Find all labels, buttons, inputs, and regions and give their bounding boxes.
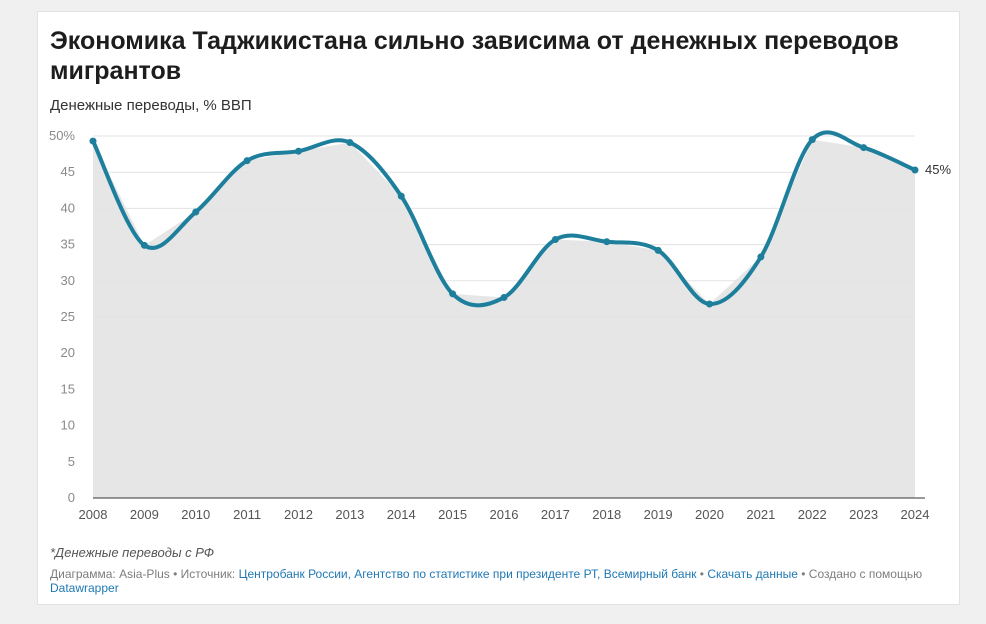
x-tick-label: 2021 — [746, 507, 775, 522]
y-tick-label: 40 — [61, 200, 75, 215]
x-tick-label: 2008 — [79, 507, 108, 522]
footer-separator: • — [699, 567, 704, 581]
source-link[interactable]: Центробанк России, Агентство по статисти… — [238, 567, 697, 581]
data-point — [397, 192, 405, 200]
data-point — [654, 246, 662, 254]
chart-footer: Диаграмма: Asia-Plus • Источник: Центроб… — [50, 567, 950, 595]
x-tick-label: 2023 — [849, 507, 878, 522]
end-value-label: 45% — [925, 162, 951, 177]
data-point — [243, 157, 251, 165]
y-tick-label: 50% — [49, 128, 75, 143]
data-point — [808, 136, 816, 144]
data-point — [603, 238, 611, 246]
area-fill — [93, 139, 915, 498]
datawrapper-link[interactable]: Datawrapper — [50, 581, 119, 595]
y-tick-label: 35 — [61, 237, 75, 252]
data-point — [911, 166, 919, 174]
data-point — [500, 293, 508, 301]
x-tick-label: 2024 — [901, 507, 930, 522]
x-tick-label: 2013 — [335, 507, 364, 522]
y-tick-label: 45 — [61, 164, 75, 179]
chart-card: Экономика Таджикистана сильно зависима о… — [37, 11, 960, 605]
data-point — [192, 208, 200, 216]
data-point — [89, 137, 97, 145]
chart-credit-label: Диаграмма: — [50, 567, 116, 581]
x-tick-label: 2011 — [233, 507, 261, 522]
source-label: Источник: — [180, 567, 236, 581]
data-point — [295, 147, 302, 155]
x-tick-label: 2017 — [541, 507, 570, 522]
download-data-link[interactable]: Скачать данные — [707, 567, 798, 581]
y-tick-label: 30 — [61, 273, 75, 288]
data-point — [757, 253, 765, 261]
x-tick-label: 2012 — [284, 507, 313, 522]
chart-notes: *Денежные переводы с РФ — [50, 545, 215, 560]
data-point — [706, 300, 713, 308]
y-tick-label: 15 — [61, 381, 75, 396]
y-tick-label: 5 — [68, 454, 75, 469]
chart-title: Экономика Таджикистана сильно зависима о… — [50, 27, 899, 85]
data-point — [346, 139, 354, 147]
x-tick-label: 2020 — [695, 507, 724, 522]
x-tick-label: 2022 — [798, 507, 827, 522]
x-tick-label: 2015 — [438, 507, 467, 522]
data-point — [449, 290, 457, 298]
x-tick-label: 2010 — [181, 507, 210, 522]
x-tick-label: 2016 — [490, 507, 519, 522]
y-tick-label: 0 — [68, 490, 75, 505]
chart-subtitle: Денежные переводы, % ВВП — [50, 97, 252, 114]
footer-separator: • — [173, 567, 178, 581]
x-tick-label: 2019 — [644, 507, 673, 522]
data-point — [860, 144, 868, 152]
data-point — [140, 241, 148, 249]
y-tick-label: 20 — [61, 345, 75, 360]
x-tick-label: 2009 — [130, 507, 159, 522]
y-tick-label: 10 — [61, 418, 75, 433]
footer-separator: • — [801, 567, 806, 581]
x-tick-label: 2014 — [387, 507, 416, 522]
created-with-label: Создано с помощью — [808, 567, 923, 581]
x-tick-label: 2018 — [592, 507, 621, 522]
data-point — [551, 236, 559, 244]
chart-credit: Asia-Plus — [119, 567, 170, 581]
y-tick-label: 25 — [61, 309, 75, 324]
